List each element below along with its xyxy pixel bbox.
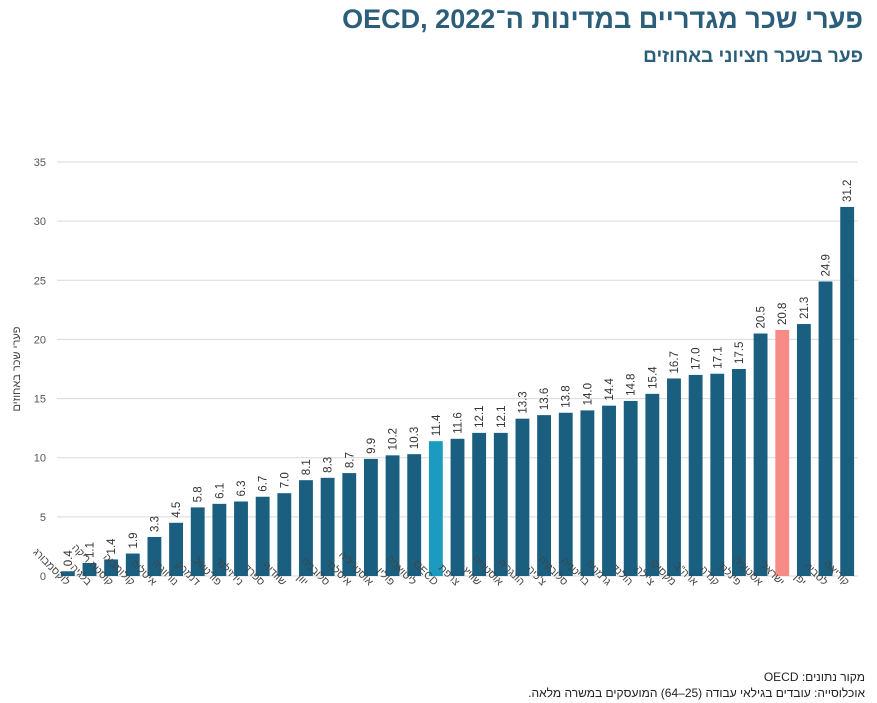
- bar: [407, 454, 422, 576]
- y-tick-label: 15: [34, 394, 46, 406]
- bar: [667, 378, 681, 576]
- value-label: 17.1: [712, 346, 724, 368]
- bar: [125, 553, 140, 576]
- bar: [645, 393, 660, 576]
- bar: [299, 480, 313, 576]
- bar: [169, 522, 183, 576]
- value-label: 17.5: [734, 342, 746, 364]
- bar: [580, 410, 595, 576]
- bar: [688, 374, 703, 576]
- value-label: 13.6: [539, 388, 551, 410]
- bar: [775, 329, 790, 576]
- bar: [450, 438, 465, 576]
- value-label: 31.2: [842, 180, 854, 202]
- y-tick-label: 20: [34, 334, 46, 346]
- value-label: 6.7: [258, 476, 270, 492]
- chart-title: פערי שכר מגדריים במדינות ה־OECD, 2022: [342, 4, 863, 34]
- value-label: 1.1: [84, 542, 96, 558]
- y-tick-label: 35: [34, 157, 46, 169]
- value-label: 1.4: [106, 538, 118, 555]
- source-note: מקור נתונים: OECD: [763, 670, 865, 684]
- value-label: 11.6: [453, 412, 465, 434]
- bar: [212, 503, 227, 576]
- value-label: 16.7: [669, 351, 681, 373]
- y-tick-label: 30: [34, 216, 46, 228]
- bar: [60, 571, 75, 576]
- value-label: 14.4: [604, 378, 616, 401]
- population-note: אוכלוסייה: עובדים בגילאי עבודה (25–64) ה…: [528, 686, 865, 700]
- value-label: 12.1: [474, 405, 486, 427]
- value-label: 17.0: [691, 348, 703, 370]
- bar: [710, 373, 725, 576]
- bar: [796, 324, 811, 576]
- y-tick-label: 25: [34, 275, 46, 287]
- y-tick-label: 10: [34, 453, 46, 465]
- value-label: 8.3: [323, 457, 335, 473]
- value-label: 1.9: [128, 533, 140, 549]
- value-label: 20.5: [756, 306, 768, 328]
- value-label: 11.4: [431, 414, 443, 436]
- value-label: 14.8: [626, 374, 638, 396]
- chart-subtitle: פער בשכר חציוני באחוזים: [643, 46, 863, 67]
- value-label: 6.1: [214, 483, 226, 499]
- bar: [147, 536, 162, 576]
- value-label: 6.3: [236, 480, 248, 496]
- value-label: 13.8: [561, 385, 573, 407]
- bar: [255, 496, 270, 576]
- bar: [537, 415, 552, 576]
- y-tick-label: 0: [40, 571, 46, 583]
- bar: [428, 441, 443, 576]
- value-label: 21.3: [799, 297, 811, 319]
- value-label: 9.9: [366, 438, 378, 454]
- value-label: 10.3: [409, 427, 421, 449]
- value-label: 4.5: [171, 502, 183, 518]
- value-label: 15.4: [647, 366, 659, 389]
- bar: [732, 369, 746, 576]
- bar: [602, 405, 616, 576]
- value-label: 12.1: [496, 405, 508, 427]
- bar: [493, 432, 508, 576]
- bar: [515, 418, 530, 576]
- value-label: 10.2: [388, 428, 400, 450]
- y-tick-label: 5: [40, 512, 46, 524]
- bar: [320, 477, 335, 576]
- value-label: 13.3: [517, 391, 529, 413]
- value-label: 14.0: [582, 383, 594, 405]
- value-label: 8.1: [301, 459, 313, 475]
- value-label: 5.8: [193, 486, 205, 502]
- bar: [190, 507, 205, 576]
- bar: [472, 432, 487, 576]
- bar: [623, 400, 638, 576]
- bar: [385, 455, 400, 576]
- bar: [840, 206, 855, 576]
- value-label: 24.9: [821, 254, 833, 276]
- y-axis-title: פערי שכר באחוזים: [11, 326, 23, 411]
- bar: [753, 333, 768, 576]
- bar: [82, 562, 97, 576]
- value-label: 20.8: [777, 303, 789, 325]
- bar: [558, 412, 573, 576]
- bar: [342, 473, 357, 576]
- value-label: 7.0: [279, 472, 291, 488]
- bar: [277, 493, 292, 576]
- value-label: 0.4: [63, 550, 75, 567]
- value-label: 3.3: [149, 516, 161, 532]
- bar: [234, 501, 248, 576]
- bar: [818, 281, 833, 576]
- value-label: 8.7: [344, 452, 356, 468]
- bar: [104, 559, 119, 576]
- bar: [363, 458, 378, 576]
